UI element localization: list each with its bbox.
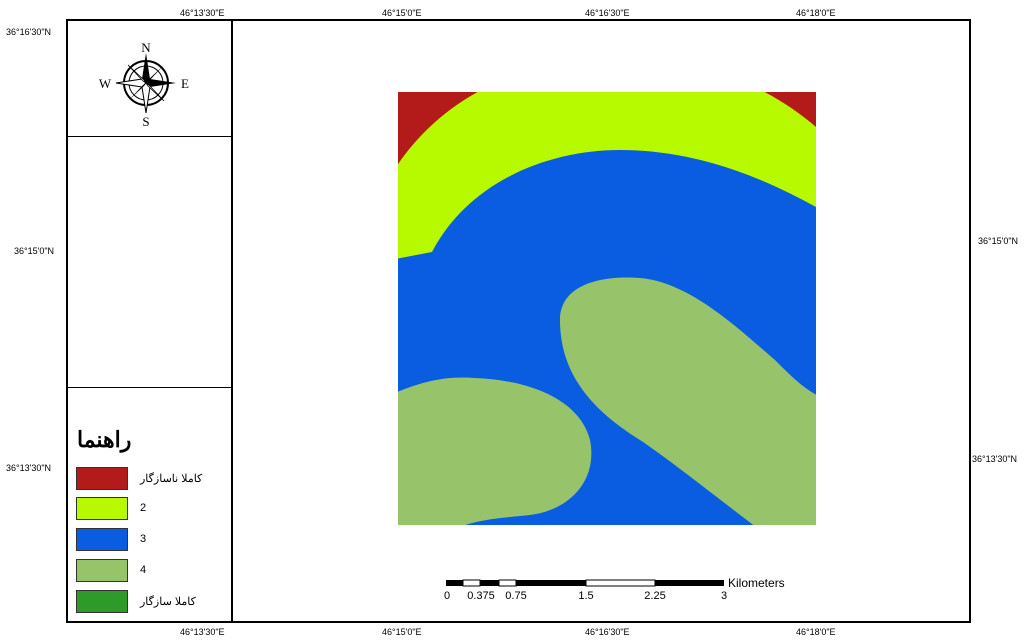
legend-swatch bbox=[76, 497, 128, 520]
legend-swatch bbox=[76, 467, 128, 490]
compass-east-label: E bbox=[181, 76, 189, 91]
left-tick-label: 36°15'0"N bbox=[14, 246, 55, 256]
bottom-tick-label: 46°18'0"E bbox=[796, 627, 836, 637]
scale-bar-segment bbox=[462, 579, 481, 587]
right-tick-label: 36°13'30"N bbox=[972, 454, 1018, 464]
north-arrow-icon: N S E W bbox=[99, 40, 189, 129]
bottom-tick-label: 46°16'30"E bbox=[585, 627, 630, 637]
zone-4b bbox=[560, 277, 816, 525]
top-tick-label: 46°15'0"E bbox=[382, 8, 422, 18]
legend-swatch bbox=[76, 559, 128, 582]
scale-bar-segment bbox=[585, 579, 656, 587]
legend-label: کاملا ناسازگار bbox=[140, 473, 203, 485]
scale-bar-label: 0.375 bbox=[467, 590, 495, 602]
panel-divider bbox=[66, 387, 231, 388]
scale-bar-label: 0 bbox=[444, 590, 450, 602]
legend-label: 2 bbox=[140, 502, 147, 514]
scale-bar-segment bbox=[655, 580, 724, 586]
scale-bar-label: 3 bbox=[721, 590, 727, 602]
compass-south-label: S bbox=[142, 114, 149, 129]
top-tick-label: 46°16'30"E bbox=[585, 8, 630, 18]
scale-bar-segment bbox=[516, 580, 586, 586]
compass-north-label: N bbox=[141, 40, 151, 55]
bottom-tick-label: 46°13'30"E bbox=[180, 627, 225, 637]
map-frame bbox=[66, 19, 971, 623]
legend-label: 4 bbox=[140, 564, 147, 576]
side-panel bbox=[66, 19, 233, 623]
legend-title: راهنما bbox=[77, 427, 132, 452]
scale-bar-segment bbox=[480, 580, 499, 586]
legend-label: کاملا سازگار bbox=[140, 596, 196, 608]
scale-bar-segment bbox=[498, 579, 517, 587]
top-tick-label: 46°18'0"E bbox=[796, 8, 836, 18]
left-tick-label: 36°16'30"N bbox=[6, 27, 52, 37]
legend-label: 3 bbox=[140, 533, 147, 545]
scale-bar-unit: Kilometers bbox=[728, 576, 785, 590]
legend-swatch bbox=[76, 528, 128, 551]
zone-4a bbox=[398, 377, 592, 525]
compass-west-label: W bbox=[99, 76, 112, 91]
right-tick-label: 36°15'0"N bbox=[978, 236, 1019, 246]
left-tick-label: 36°13'30"N bbox=[6, 463, 52, 473]
scale-bar-label: 0.75 bbox=[505, 590, 526, 602]
top-tick-label: 46°13'30"E bbox=[180, 8, 225, 18]
scale-bar-label: 1.5 bbox=[578, 590, 593, 602]
legend-swatch bbox=[76, 590, 128, 613]
scale-bar-label: 2.25 bbox=[644, 590, 665, 602]
bottom-tick-label: 46°15'0"E bbox=[382, 627, 422, 637]
panel-divider bbox=[66, 136, 231, 137]
scale-bar-segment bbox=[446, 580, 463, 586]
